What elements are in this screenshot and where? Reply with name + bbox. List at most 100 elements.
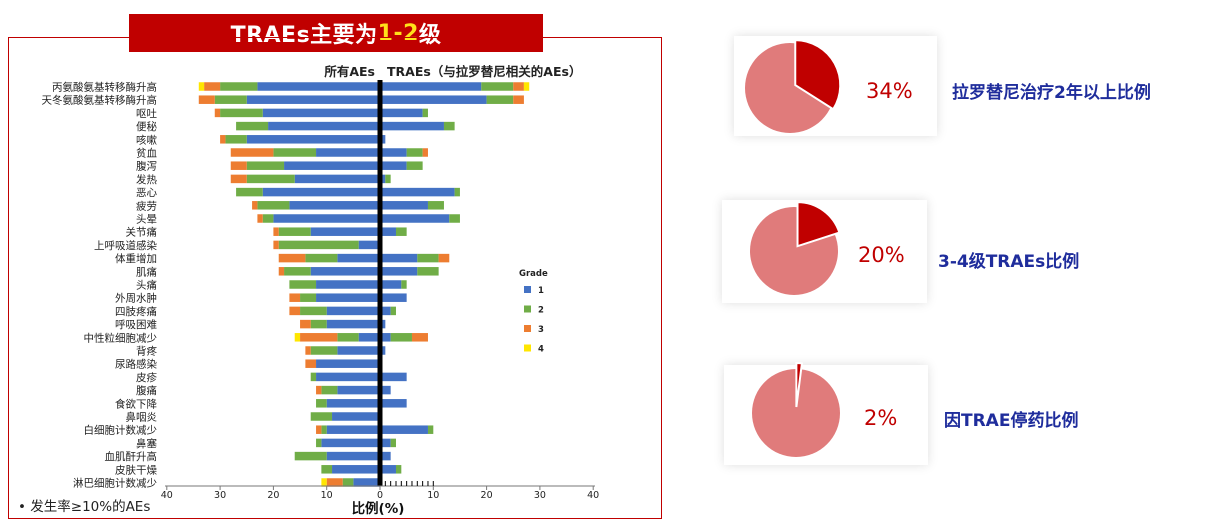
bar-traes-grade-2: [395, 227, 407, 236]
bar-all-aes-grade-1: [262, 108, 380, 118]
category-label: 中性粒细胞减少: [84, 331, 158, 344]
bar-all-aes-grade-2: [310, 372, 317, 382]
legend-label: 3: [538, 325, 544, 335]
bar-traes-grade-2: [401, 280, 407, 289]
category-label: 头晕: [136, 214, 157, 226]
legend-label: 2: [538, 306, 544, 316]
bar-all-aes-grade-2: [300, 306, 327, 316]
category-label: 疲劳: [136, 199, 157, 212]
legend-swatch: [524, 286, 531, 293]
bar-traes-grade-1: [380, 214, 450, 223]
pie-3-label: 因TRAE停药比例: [944, 411, 1079, 431]
x-tick-label: 40: [587, 490, 599, 501]
category-label: 丙氨酸氨基转移酶升高: [52, 81, 157, 94]
bar-traes-grade-1: [380, 346, 386, 355]
bar-all-aes-grade-3: [204, 82, 221, 91]
category-label: 上呼吸道感染: [94, 239, 157, 252]
x-tick-label: 30: [534, 490, 546, 501]
bar-all-aes-grade-1: [326, 425, 380, 434]
center-axis: [377, 80, 383, 486]
bar-all-aes-grade-2: [321, 385, 338, 395]
bar-all-aes-grade-2: [316, 399, 327, 408]
bar-traes-grade-1: [380, 82, 482, 91]
bar-traes-grade-1: [380, 438, 391, 448]
bar-all-aes-grade-3: [278, 253, 306, 263]
title-suffix: 级: [418, 23, 442, 48]
legend-swatch: [524, 325, 531, 332]
bar-traes-grade-1: [380, 201, 428, 210]
bar-traes-grade-1: [380, 267, 418, 276]
pie-2-percent: 20%: [858, 243, 905, 267]
category-label: 血肌酐升高: [105, 450, 158, 463]
bar-all-aes-grade-1: [316, 280, 380, 289]
category-label: 咳嗽: [136, 133, 157, 146]
left-header: 所有AEs: [324, 64, 375, 79]
pie-3-percent: 2%: [864, 406, 898, 430]
bar-all-aes-grade-2: [278, 227, 311, 236]
category-label: 天冬氨酸氨基转移酶升高: [42, 94, 158, 107]
bar-traes-grade-3: [411, 333, 428, 342]
bar-all-aes-grade-3: [278, 267, 285, 276]
bar-traes-grade-3: [513, 95, 524, 104]
category-label: 鼻咽炎: [126, 411, 158, 424]
legend-swatch: [524, 305, 531, 313]
bar-all-aes-grade-2: [262, 214, 274, 223]
bar-traes-grade-2: [443, 121, 455, 131]
bar-traes-grade-1: [380, 451, 391, 461]
bar-all-aes-grade-1: [316, 148, 380, 157]
bar-traes-grade-2: [417, 267, 439, 276]
bar-all-aes-grade-3: [198, 95, 215, 104]
bar-all-aes-grade-1: [268, 121, 380, 131]
bar-all-aes-grade-1: [358, 240, 380, 250]
bar-all-aes-grade-4: [198, 82, 205, 91]
x-tick-label: 20: [481, 490, 493, 501]
bar-traes-grade-2: [390, 306, 396, 316]
bar-all-aes-grade-2: [300, 293, 317, 302]
category-label: 便秘: [136, 120, 157, 133]
bar-all-aes-grade-3: [300, 319, 311, 329]
bar-all-aes-grade-2: [246, 174, 295, 184]
x-tick-label: 40: [161, 490, 173, 501]
bar-traes-grade-1: [380, 108, 423, 118]
chart-frame: [8, 37, 662, 519]
bar-all-aes-grade-1: [262, 187, 380, 197]
pie-1-label: 拉罗替尼治疗2年以上比例: [952, 83, 1151, 103]
bar-traes-grade-1: [380, 121, 444, 131]
category-label: 呼吸困难: [115, 319, 157, 331]
bar-traes-grade-2: [395, 465, 402, 474]
category-label: 腹痛: [136, 384, 157, 397]
bar-all-aes-grade-1: [294, 174, 380, 184]
bar-all-aes-grade-1: [284, 161, 380, 170]
bar-traes-grade-1: [380, 280, 402, 289]
bar-all-aes-grade-1: [358, 333, 380, 342]
bar-traes-grade-1: [380, 306, 391, 316]
pie-1-percent: 34%: [866, 79, 913, 103]
bar-all-aes-grade-2: [305, 253, 338, 263]
bar-traes-grade-1: [380, 161, 407, 170]
category-label: 外周水肿: [115, 292, 157, 305]
bar-all-aes-grade-1: [332, 412, 380, 421]
bar-all-aes-grade-1: [337, 346, 380, 355]
bar-traes-grade-1: [380, 333, 391, 342]
bar-all-aes-grade-1: [316, 372, 380, 382]
bar-traes-grade-1: [380, 372, 407, 382]
bar-traes-grade-1: [380, 148, 407, 157]
bar-traes-grade-2: [427, 201, 444, 210]
bar-all-aes-grade-2: [246, 161, 285, 170]
bar-all-aes-grade-2: [294, 451, 327, 461]
bar-all-aes-grade-1: [326, 451, 380, 461]
bar-traes-grade-1: [380, 174, 386, 184]
bar-all-aes-grade-1: [316, 359, 380, 368]
bar-all-aes-grade-1: [289, 201, 380, 210]
category-label: 四肢疼痛: [115, 305, 157, 318]
bar-traes-grade-2: [406, 148, 423, 157]
category-label: 体重增加: [115, 252, 157, 265]
bar-all-aes-grade-3: [214, 108, 221, 118]
x-tick-label: 0: [377, 490, 383, 501]
bar-traes-grade-1: [380, 399, 407, 408]
category-label: 腹泻: [136, 160, 157, 173]
bar-traes-grade-3: [438, 253, 450, 263]
bar-all-aes-grade-4: [321, 478, 327, 487]
bar-all-aes-grade-2: [289, 280, 317, 289]
bar-all-aes-grade-3: [230, 161, 247, 170]
